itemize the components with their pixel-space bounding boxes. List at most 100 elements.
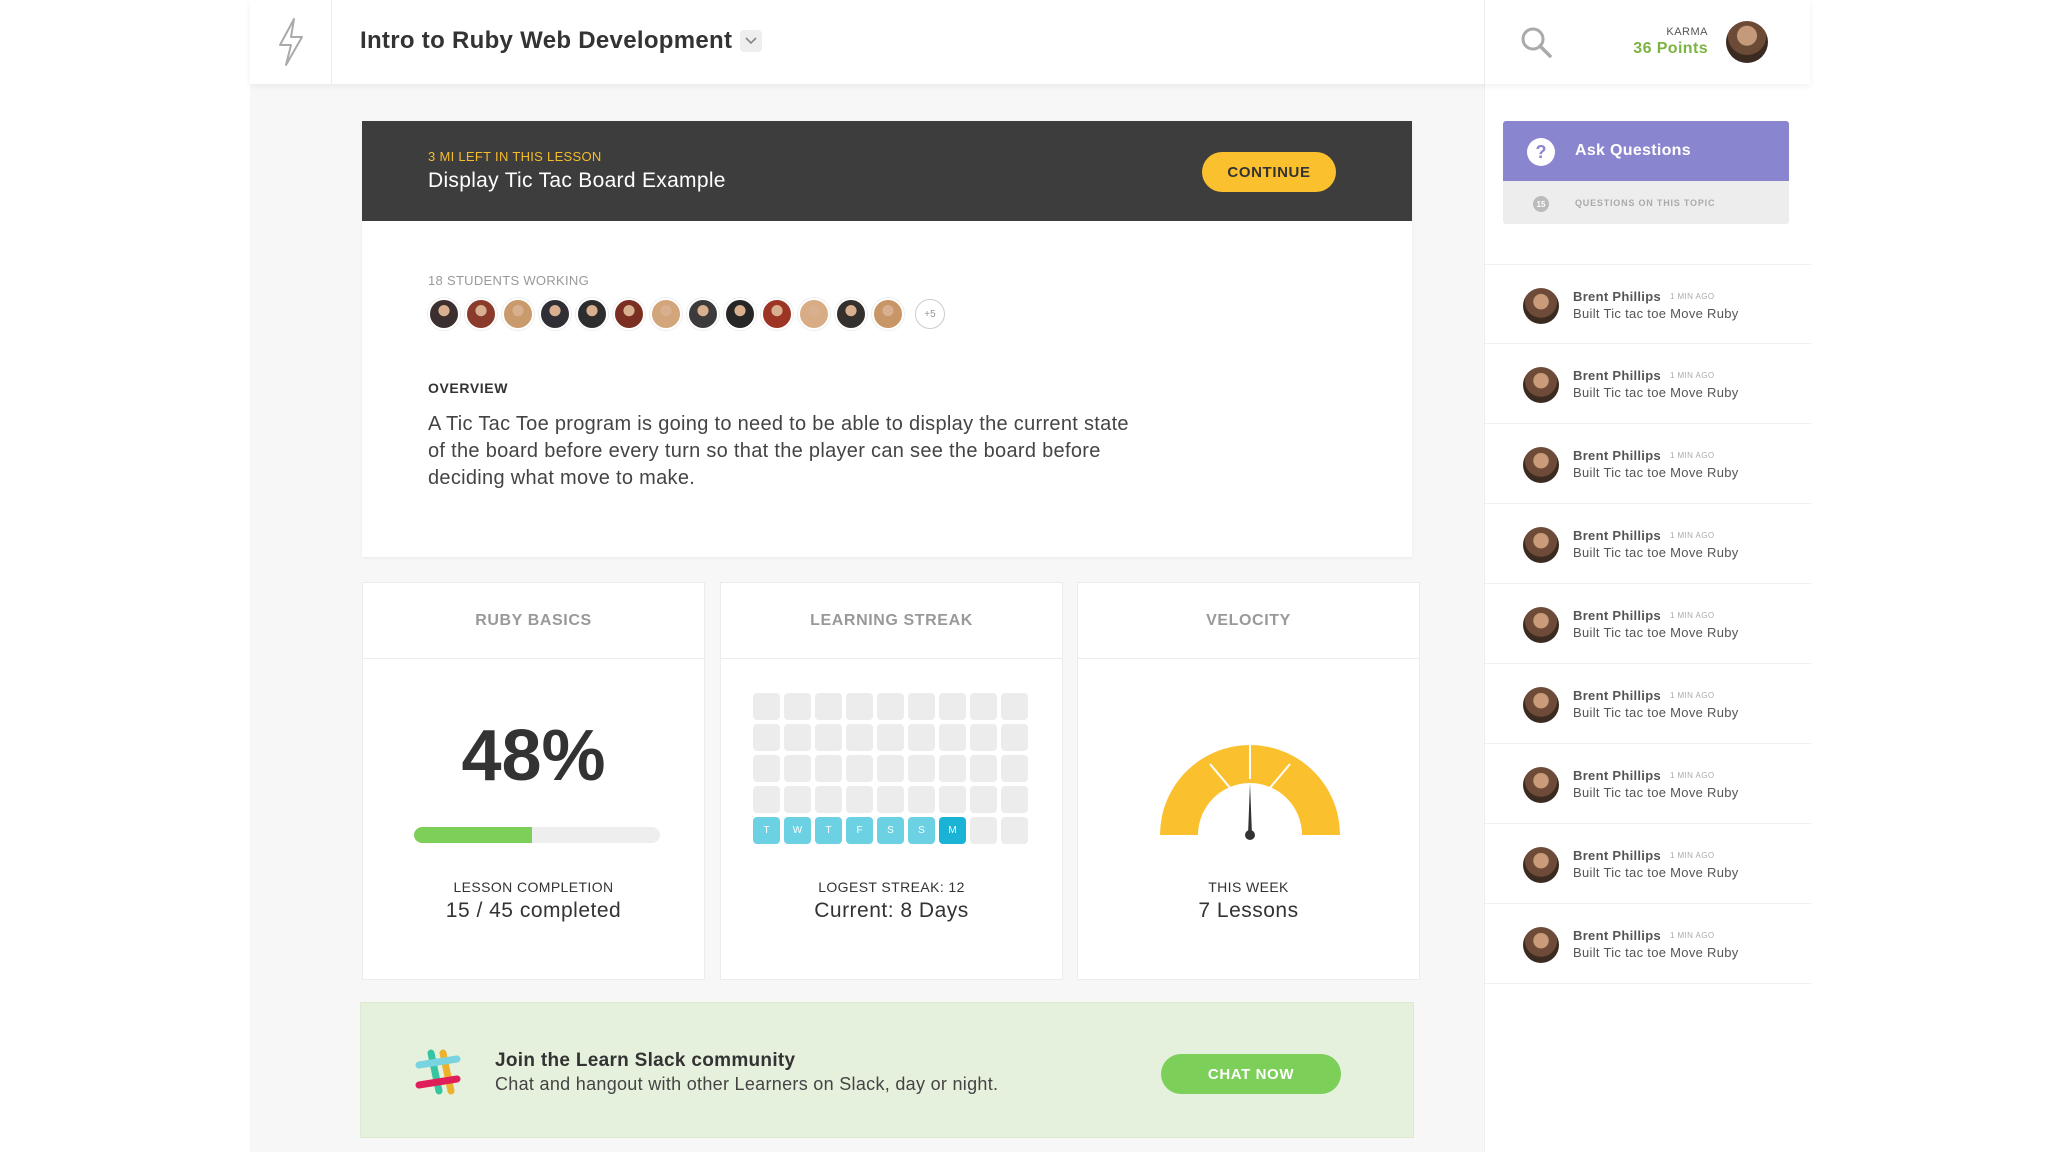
streak-empty-cell bbox=[815, 693, 842, 720]
student-avatar[interactable] bbox=[539, 298, 571, 330]
streak-day-cell: F bbox=[846, 817, 873, 844]
feed-avatar[interactable] bbox=[1523, 288, 1559, 324]
search-button[interactable] bbox=[1518, 24, 1554, 60]
slack-title: Join the Learn Slack community bbox=[495, 1050, 796, 1071]
gauge-separator-right bbox=[1268, 763, 1291, 790]
student-avatar[interactable] bbox=[428, 298, 460, 330]
ask-questions-box[interactable]: ? Ask Questions 15 QUESTIONS ON THIS TOP… bbox=[1503, 121, 1789, 224]
feed-item[interactable]: Brent Phillips 1 MIN AGO Built Tic tac toe… bbox=[1485, 824, 1811, 904]
feed-user-name[interactable]: Brent Phillips bbox=[1573, 289, 1661, 304]
student-avatar[interactable] bbox=[650, 298, 682, 330]
feed-avatar[interactable] bbox=[1523, 927, 1559, 963]
feed-item[interactable]: Brent Phillips 1 MIN AGO Built Tic tac toe… bbox=[1485, 344, 1811, 424]
streak-empty-cell bbox=[846, 693, 873, 720]
streak-empty-cell bbox=[784, 786, 811, 813]
top-header: Intro to Ruby Web Development KARMA 36 P… bbox=[250, 0, 1810, 84]
lesson-banner: 3 MI LEFT IN THIS LESSON Display Tic Tac… bbox=[362, 121, 1412, 221]
student-avatar[interactable] bbox=[835, 298, 867, 330]
feed-item[interactable]: Brent Phillips 1 MIN AGO Built Tic tac toe… bbox=[1485, 904, 1811, 984]
ask-questions-header[interactable]: ? Ask Questions bbox=[1503, 121, 1789, 181]
questions-count-row[interactable]: 15 QUESTIONS ON THIS TOPIC bbox=[1503, 181, 1789, 224]
feed-avatar[interactable] bbox=[1523, 527, 1559, 563]
streak-empty-cell bbox=[908, 724, 935, 751]
right-sidebar: ? Ask Questions 15 QUESTIONS ON THIS TOP… bbox=[1484, 84, 1811, 1152]
feed-user-name[interactable]: Brent Phillips bbox=[1573, 848, 1661, 863]
ruby-basics-title: RUBY BASICS bbox=[363, 583, 704, 659]
streak-empty-cell bbox=[753, 755, 780, 782]
feed-item[interactable]: Brent Phillips 1 MIN AGO Built Tic tac toe… bbox=[1485, 264, 1811, 344]
feed-user-name[interactable]: Brent Phillips bbox=[1573, 608, 1661, 623]
questions-count-label: QUESTIONS ON THIS TOPIC bbox=[1575, 198, 1716, 208]
completion-progress-fill bbox=[414, 827, 533, 843]
streak-empty-cell bbox=[970, 817, 997, 844]
student-avatar[interactable] bbox=[613, 298, 645, 330]
feed-avatar[interactable] bbox=[1523, 767, 1559, 803]
streak-empty-cell bbox=[877, 755, 904, 782]
feed-avatar[interactable] bbox=[1523, 687, 1559, 723]
streak-empty-cell bbox=[815, 755, 842, 782]
streak-empty-cell bbox=[753, 693, 780, 720]
feed-user-name[interactable]: Brent Phillips bbox=[1573, 448, 1661, 463]
student-avatar[interactable] bbox=[502, 298, 534, 330]
lesson-card: 3 MI LEFT IN THIS LESSON Display Tic Tac… bbox=[362, 121, 1412, 557]
streak-empty-cell bbox=[877, 693, 904, 720]
feed-avatar[interactable] bbox=[1523, 367, 1559, 403]
gauge-hub bbox=[1245, 830, 1255, 840]
feed-user-name[interactable]: Brent Phillips bbox=[1573, 768, 1661, 783]
streak-day-cell: T bbox=[815, 817, 842, 844]
feed-avatar[interactable] bbox=[1523, 847, 1559, 883]
feed-activity-text: Built Tic tac toe Move Ruby bbox=[1573, 306, 1739, 321]
velocity-gauge bbox=[1160, 745, 1340, 840]
streak-day-cell: T bbox=[753, 817, 780, 844]
velocity-value: 7 Lessons bbox=[1198, 899, 1299, 922]
feed-item[interactable]: Brent Phillips 1 MIN AGO Built Tic tac toe… bbox=[1485, 584, 1811, 664]
feed-item[interactable]: Brent Phillips 1 MIN AGO Built Tic tac toe… bbox=[1485, 424, 1811, 504]
feed-avatar[interactable] bbox=[1523, 447, 1559, 483]
students-avatar-row: +5 bbox=[428, 298, 945, 330]
chat-now-button[interactable]: CHAT NOW bbox=[1161, 1054, 1341, 1094]
overview-text: A Tic Tac Toe program is going to need t… bbox=[428, 413, 1129, 489]
streak-empty-cell bbox=[815, 724, 842, 751]
feed-item[interactable]: Brent Phillips 1 MIN AGO Built Tic tac toe… bbox=[1485, 504, 1811, 584]
streak-day-cell: W bbox=[784, 817, 811, 844]
feed-timestamp: 1 MIN AGO bbox=[1670, 771, 1715, 780]
student-avatar[interactable] bbox=[576, 298, 608, 330]
student-avatar[interactable] bbox=[761, 298, 793, 330]
streak-empty-cell bbox=[815, 786, 842, 813]
feed-avatar[interactable] bbox=[1523, 607, 1559, 643]
streak-empty-cell bbox=[784, 693, 811, 720]
students-working-label: 18 STUDENTS WORKING bbox=[428, 273, 589, 288]
streak-day-cell: S bbox=[908, 817, 935, 844]
streak-empty-cell bbox=[908, 693, 935, 720]
continue-button[interactable]: CONTINUE bbox=[1202, 152, 1336, 192]
gauge-separator-left bbox=[1209, 763, 1232, 790]
gauge-needle bbox=[1248, 783, 1252, 835]
feed-item[interactable]: Brent Phillips 1 MIN AGO Built Tic tac toe… bbox=[1485, 744, 1811, 824]
streak-empty-cell bbox=[846, 755, 873, 782]
streak-empty-cell bbox=[908, 755, 935, 782]
more-students-badge[interactable]: +5 bbox=[915, 299, 945, 329]
student-avatar[interactable] bbox=[465, 298, 497, 330]
feed-item[interactable]: Brent Phillips 1 MIN AGO Built Tic tac toe… bbox=[1485, 664, 1811, 744]
feed-user-name[interactable]: Brent Phillips bbox=[1573, 368, 1661, 383]
user-avatar[interactable] bbox=[1726, 21, 1768, 63]
feed-user-name[interactable]: Brent Phillips bbox=[1573, 688, 1661, 703]
ruby-basics-card: RUBY BASICS 48% LESSON COMPLETION 15 / 4… bbox=[362, 582, 705, 980]
feed-timestamp: 1 MIN AGO bbox=[1670, 691, 1715, 700]
student-avatar[interactable] bbox=[872, 298, 904, 330]
feed-timestamp: 1 MIN AGO bbox=[1670, 611, 1715, 620]
student-avatar[interactable] bbox=[687, 298, 719, 330]
streak-empty-cell bbox=[1001, 786, 1028, 813]
header-divider bbox=[1484, 0, 1485, 84]
feed-user-name[interactable]: Brent Phillips bbox=[1573, 928, 1661, 943]
student-avatar[interactable] bbox=[798, 298, 830, 330]
course-dropdown-button[interactable] bbox=[740, 30, 762, 52]
student-avatar[interactable] bbox=[724, 298, 756, 330]
slack-description: Chat and hangout with other Learners on … bbox=[495, 1074, 999, 1094]
feed-timestamp: 1 MIN AGO bbox=[1670, 371, 1715, 380]
logo[interactable] bbox=[250, 0, 332, 84]
feed-user-name[interactable]: Brent Phillips bbox=[1573, 528, 1661, 543]
ask-questions-label: Ask Questions bbox=[1575, 142, 1691, 159]
course-title: Intro to Ruby Web Development bbox=[360, 27, 733, 54]
feed-activity-text: Built Tic tac toe Move Ruby bbox=[1573, 385, 1739, 400]
